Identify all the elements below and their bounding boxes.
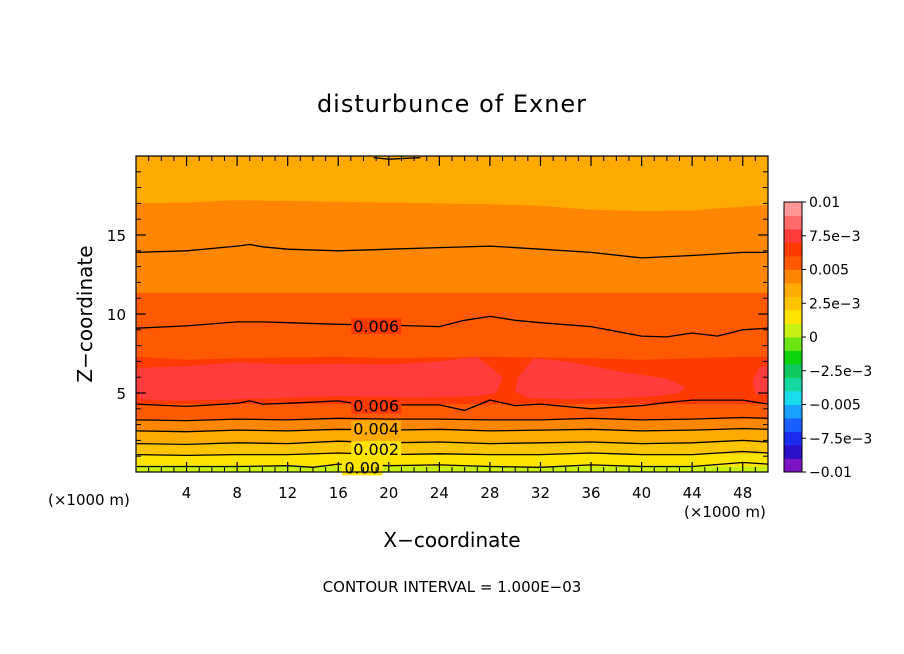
y-tick-label: 15 — [107, 227, 126, 245]
contour-label-bg — [341, 459, 383, 476]
y-axis-ticks: 5 10 15 — [107, 171, 768, 457]
high-region-2 — [752, 364, 768, 395]
chart-title: disturbunce of Exner — [317, 90, 587, 118]
colorbar-swatch — [784, 283, 802, 297]
x-tick-label: 40 — [632, 484, 651, 502]
y-tick-label: 10 — [107, 306, 126, 324]
x-unit-left: (×1000 m) — [48, 491, 130, 509]
x-tick-label: 36 — [581, 484, 600, 502]
filled-contour-bands — [136, 156, 768, 472]
colorbar-swatch — [784, 445, 802, 459]
contour-label-bg — [351, 441, 402, 458]
colorbar-tick-label: −0.01 — [809, 465, 852, 481]
colorbar-swatch — [784, 458, 802, 473]
contour-line-6 — [135, 315, 769, 338]
colorbar-swatch — [784, 431, 802, 446]
colorbar-swatch — [784, 391, 802, 405]
x-tick-label: 28 — [480, 484, 499, 502]
x-tick-label: 20 — [379, 484, 398, 502]
x-tick-label: 16 — [329, 484, 348, 502]
contour-label: 0.00 — [344, 458, 380, 477]
colorbar-tick-label: −2.5e−3 — [809, 364, 872, 380]
colorbar-swatch — [784, 323, 802, 338]
contour-line-4 — [135, 416, 769, 422]
colorbar-tick-label: −7.5e−3 — [809, 431, 872, 447]
y-tick-label: 5 — [116, 385, 126, 403]
contour-label-bg — [351, 420, 402, 437]
contour-line-7 — [135, 243, 768, 259]
x-tick-label: 4 — [182, 484, 192, 502]
colorbar-tick-label: 2.5e−3 — [809, 296, 861, 312]
high-value-regions — [136, 356, 768, 401]
colorbar-swatch — [784, 229, 802, 243]
contour-line-1 — [135, 450, 769, 457]
colorbar-swatch — [784, 350, 802, 365]
colorbar-swatch — [784, 310, 802, 324]
colorbar-tick-labels: 0.01 7.5e−3 0.005 2.5e−3 0 −2.5e−3 −0.005 −7.5e… — [802, 195, 872, 481]
colorbar-swatch — [784, 377, 802, 392]
x-tick-label: 24 — [430, 484, 449, 502]
x-tick-label: 8 — [232, 484, 242, 502]
contour-line-5 — [135, 399, 769, 412]
x-tick-label: 48 — [733, 484, 752, 502]
colorbar-tick-label: 0.005 — [809, 263, 849, 279]
colorbar-tick-label: −0.005 — [809, 398, 861, 414]
contour-label: 0.006 — [353, 317, 399, 336]
contour-label: 0.004 — [353, 420, 399, 439]
contour-line-2 — [135, 439, 769, 446]
colorbar — [783, 201, 803, 473]
contour-label: 0.002 — [353, 440, 399, 459]
colorbar-tick-label: 7.5e−3 — [809, 229, 861, 245]
high-region-0 — [136, 356, 503, 401]
high-region-1 — [515, 358, 686, 400]
contour-interval-note: CONTOUR INTERVAL = 1.000E−03 — [323, 578, 582, 596]
y-axis-label: Z−coordinate — [73, 245, 97, 382]
contour-line-3 — [135, 427, 769, 433]
x-tick-label: 32 — [531, 484, 550, 502]
colorbar-swatch — [784, 202, 802, 216]
colorbar-swatch — [784, 215, 802, 230]
contour-label-bg — [351, 317, 402, 334]
x-axis-label: X−coordinate — [383, 528, 520, 552]
colorbar-swatch — [784, 404, 802, 419]
colorbar-swatch — [784, 269, 802, 284]
contour-label: 0.006 — [353, 397, 399, 416]
colorbar-tick-label: 0.01 — [809, 195, 840, 211]
colorbar-swatch — [784, 418, 802, 432]
colorbar-swatch — [784, 256, 802, 270]
colorbar-swatch — [784, 337, 802, 351]
x-tick-label: 44 — [683, 484, 702, 502]
colorbar-swatch — [784, 364, 802, 378]
colorbar-tick-label: 0 — [809, 330, 818, 346]
x-axis-ticks: 4 8 12 16 20 24 28 32 36 40 44 48 — [148, 156, 756, 502]
colorbar-swatch — [784, 296, 802, 311]
contour-label-bg — [351, 397, 402, 414]
x-tick-label: 12 — [278, 484, 297, 502]
x-unit-right: (×1000 m) — [684, 503, 766, 521]
colorbar-swatch — [784, 242, 802, 257]
